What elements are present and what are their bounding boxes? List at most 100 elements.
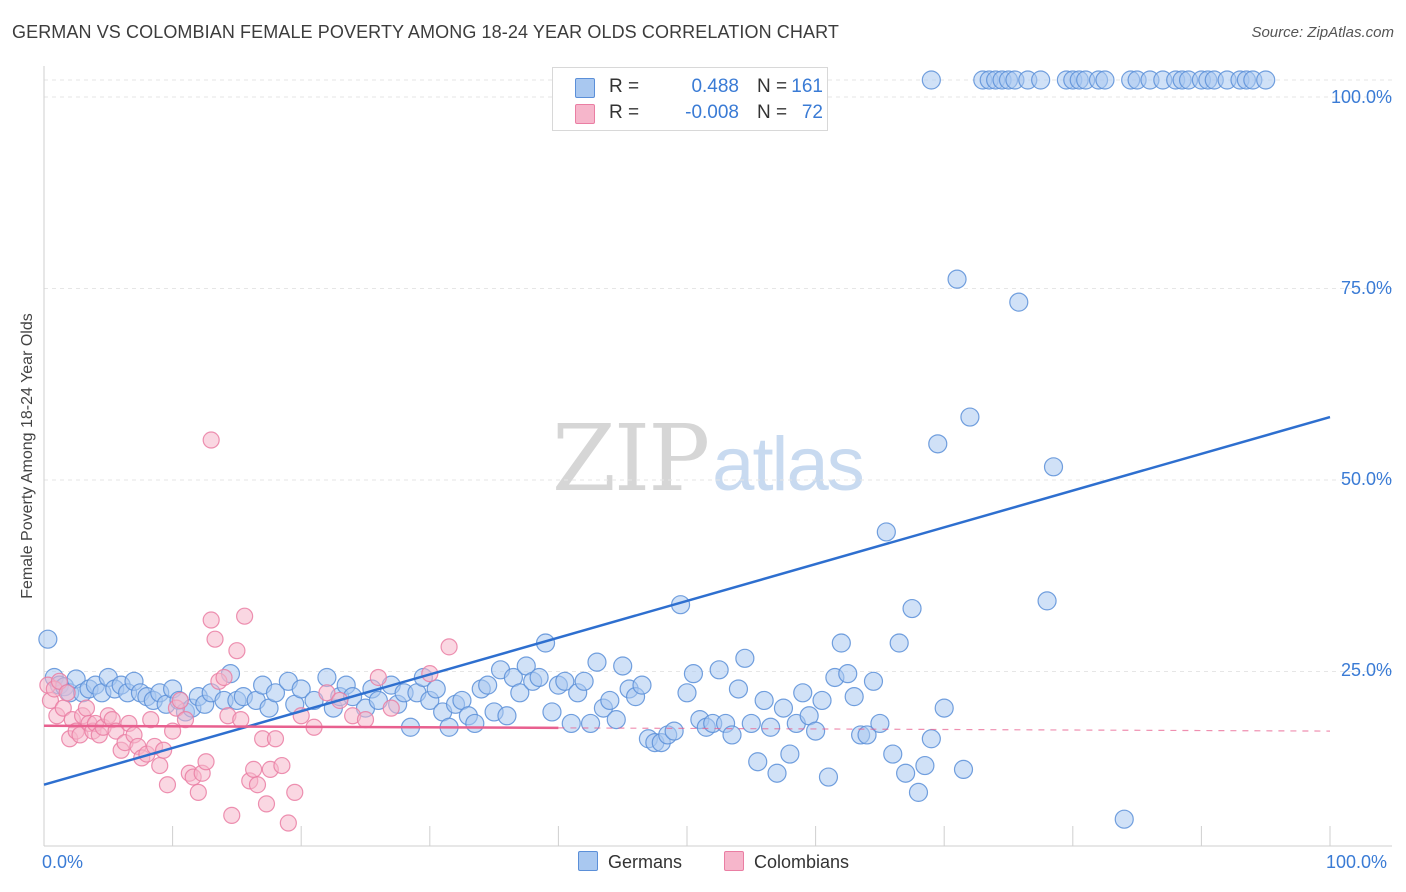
data-point-germans (510, 683, 530, 703)
data-point-germans (632, 675, 652, 695)
data-point-germans (735, 648, 755, 668)
watermark: ZIPatlas (552, 405, 865, 512)
data-point-germans (748, 752, 768, 772)
data-point-colombians (197, 753, 215, 771)
data-point-germans (709, 660, 729, 680)
data-point-colombians (440, 638, 458, 656)
data-point-germans (497, 706, 517, 726)
data-point-germans (1095, 70, 1115, 90)
data-point-colombians (286, 783, 304, 801)
data-point-germans (915, 755, 935, 776)
data-point-colombians (202, 611, 220, 629)
data-point-germans (1114, 809, 1134, 829)
data-point-germans (760, 717, 781, 737)
data-point-germans (574, 671, 594, 691)
data-point-colombians (369, 668, 387, 687)
x-tick-label-max: 100.0% (1326, 852, 1388, 872)
chart-title: GERMAN VS COLOMBIAN FEMALE POVERTY AMONG… (12, 22, 839, 42)
data-point-germans (542, 702, 562, 722)
data-point-colombians (318, 684, 336, 702)
bottom-legend-label-germans: Germans (608, 852, 683, 872)
trend-line-germans (43, 415, 1331, 786)
data-point-germans (561, 713, 581, 734)
data-point-germans (478, 675, 498, 695)
data-point-germans (844, 687, 864, 707)
data-point-germans (953, 759, 974, 780)
data-point-germans (773, 698, 794, 718)
data-point-germans (1037, 591, 1057, 611)
y-tick-label-25: 25.0% (1340, 660, 1392, 680)
data-point-colombians (257, 795, 276, 813)
data-point-germans (465, 713, 485, 734)
data-point-germans (1031, 70, 1051, 90)
data-point-germans (960, 407, 980, 427)
data-point-germans (1043, 457, 1064, 477)
data-point-germans (780, 744, 800, 764)
data-point-germans (529, 667, 549, 688)
data-point-germans (863, 671, 884, 691)
data-point-germans (812, 690, 832, 711)
data-point-colombians (77, 699, 96, 717)
data-point-colombians (151, 756, 169, 775)
data-point-colombians (232, 711, 250, 729)
data-point-germans (857, 725, 877, 745)
bottom-legend-swatch-germans (578, 851, 598, 871)
data-point-germans (317, 667, 337, 688)
y-tick-label-50: 50.0% (1340, 469, 1392, 489)
data-point-germans (265, 683, 286, 703)
data-point-germans (555, 671, 575, 691)
data-point-colombians (382, 699, 400, 717)
data-point-germans (908, 782, 929, 802)
data-point-germans (38, 629, 58, 649)
data-point-germans (767, 763, 787, 783)
legend-swatch-colombians (575, 104, 595, 124)
data-point-germans (677, 683, 697, 703)
data-point-colombians (215, 668, 233, 687)
data-point-germans (838, 664, 858, 684)
legend-r-value: 0.488 (691, 76, 739, 97)
data-point-colombians (142, 711, 160, 729)
data-point-germans (793, 683, 813, 703)
data-point-germans (876, 522, 896, 542)
legend-r-label: R = (609, 102, 640, 123)
data-point-germans (883, 744, 903, 764)
data-point-colombians (273, 756, 291, 775)
y-tick-label-75: 75.0% (1340, 278, 1392, 298)
data-point-germans (664, 721, 684, 741)
data-point-colombians (266, 730, 285, 748)
data-point-germans (291, 679, 311, 699)
data-point-colombians (171, 691, 189, 710)
data-point-germans (947, 269, 967, 289)
data-point-germans (934, 698, 954, 718)
bottom-legend-label-colombians: Colombians (754, 852, 850, 872)
data-point-germans (1256, 70, 1276, 90)
data-point-germans (805, 721, 826, 741)
data-point-germans (600, 690, 620, 711)
legend-swatch-germans (575, 78, 595, 98)
data-point-colombians (189, 783, 207, 801)
bottom-legend-germans: Germans (578, 851, 682, 873)
bottom-legend-swatch-colombians (724, 851, 744, 871)
data-point-germans (613, 656, 633, 676)
correlation-legend: R = 0.488 N = 161 R = -0.008 N = 72 (552, 67, 828, 131)
data-point-germans (426, 679, 446, 699)
data-point-colombians (248, 776, 267, 794)
data-point-colombians (236, 607, 254, 625)
bottom-legend-colombians: Colombians (724, 851, 849, 873)
data-point-colombians (356, 711, 375, 729)
data-point-colombians (245, 760, 263, 779)
data-point-germans (683, 664, 704, 684)
data-point-germans (587, 652, 607, 672)
data-point-germans (741, 713, 761, 734)
x-tick-label-min: 0.0% (42, 852, 84, 872)
data-point-colombians (223, 806, 241, 824)
data-point-germans (754, 690, 774, 711)
data-point-germans (921, 70, 941, 90)
data-point-germans (902, 598, 922, 619)
data-point-colombians (228, 642, 246, 660)
data-point-colombians (279, 814, 297, 832)
legend-r-value: -0.008 (685, 102, 739, 123)
trend-line-colombians-extension (558, 727, 1331, 732)
data-point-germans (606, 710, 626, 730)
legend-n-label: N = (757, 102, 788, 123)
